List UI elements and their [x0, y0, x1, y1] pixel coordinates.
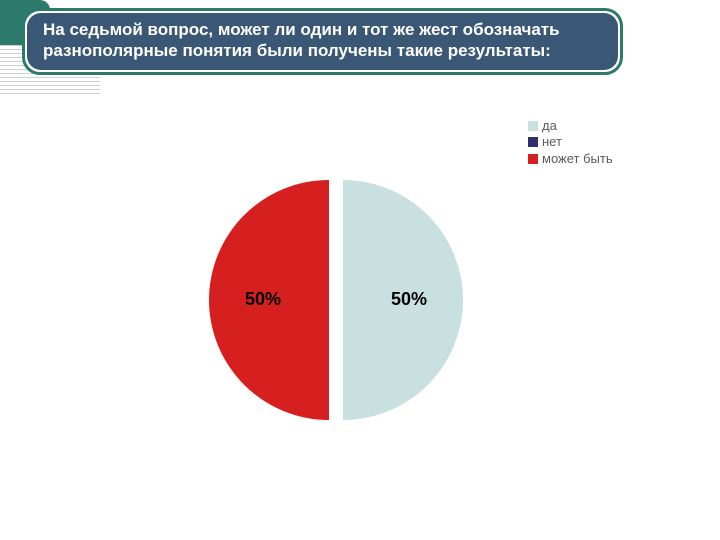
legend-item: может быть: [528, 151, 613, 167]
legend-swatch: [528, 154, 538, 164]
legend-swatch: [528, 121, 538, 131]
legend-swatch: [528, 137, 538, 147]
legend-item: нет: [528, 134, 613, 150]
title-banner: На седьмой вопрос, может ли один и тот ж…: [22, 8, 623, 75]
slice-label: 50%: [391, 289, 427, 309]
pie-svg: 50% 50%: [175, 170, 483, 430]
legend-label: да: [542, 118, 557, 134]
pie-chart: 50% 50%: [175, 170, 483, 435]
legend-label: может быть: [542, 151, 613, 167]
title-text: На седьмой вопрос, может ли один и тот ж…: [27, 13, 618, 70]
legend-label: нет: [542, 134, 562, 150]
legend-item: да: [528, 118, 613, 134]
slice-label: 50%: [245, 289, 281, 309]
chart-legend: данетможет быть: [528, 118, 613, 167]
